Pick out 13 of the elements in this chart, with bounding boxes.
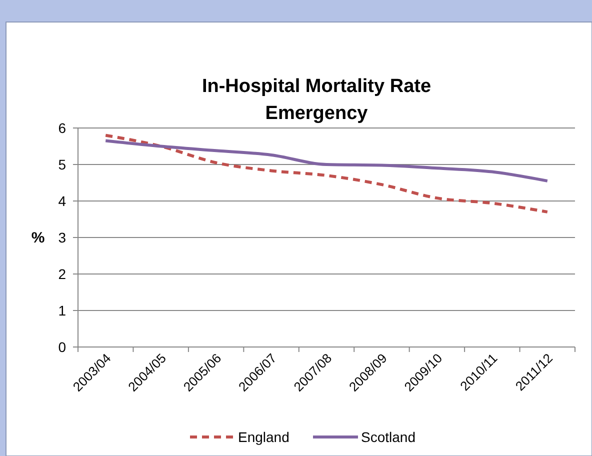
y-tick-label: 6	[58, 120, 66, 136]
y-tick-label: 1	[58, 302, 66, 318]
y-tick-label: 0	[58, 339, 66, 355]
legend-label: England	[238, 429, 290, 445]
y-tick-label: 3	[58, 230, 66, 246]
legend-label: Scotland	[361, 429, 416, 445]
y-tick-label: 2	[58, 266, 66, 282]
y-tick-label: 5	[58, 156, 66, 172]
y-axis-title: %	[31, 230, 45, 246]
line-series	[104, 134, 549, 214]
line-series	[104, 139, 549, 182]
chart-title: In-Hospital Mortality Rate Emergency	[202, 76, 432, 124]
y-tick-label: 4	[58, 193, 66, 209]
